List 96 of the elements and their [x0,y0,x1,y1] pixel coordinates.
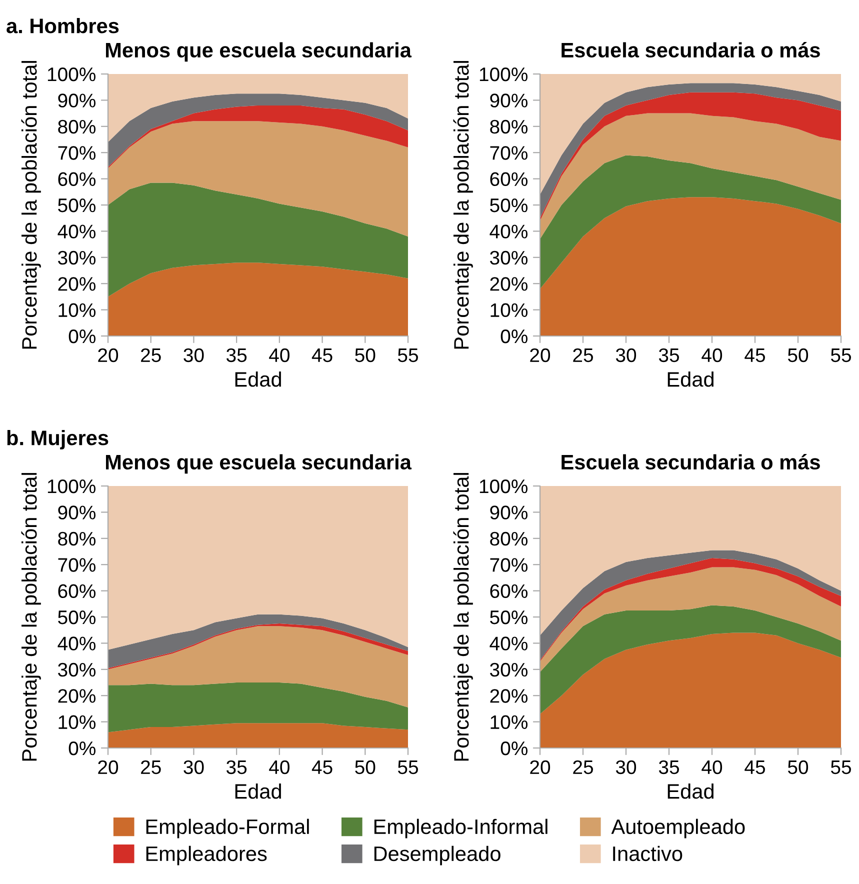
x-axis-title: Edad [235,783,281,799]
chart-title: Escuela secundaria o más [562,42,820,58]
y-tick-label: 60% [490,172,528,186]
x-tick-label: 55 [398,348,418,362]
y-tick-label: 0% [68,329,96,344]
x-tick-label: 30 [616,760,636,774]
y-tick-label: 90% [58,94,96,108]
x-tick-label: 55 [830,760,851,774]
y-tick-label: 80% [58,120,96,134]
x-tick-label: 30 [184,760,204,774]
x-tick-label: 50 [788,348,808,362]
y-tick-label: 0% [500,329,528,344]
y-tick-label: 50% [490,610,528,624]
x-tick-label: 45 [744,760,765,774]
text: a. Hombres [6,18,119,34]
y-tick-label: 0% [500,741,528,756]
y-tick-label: 90% [58,506,96,520]
y-tick-label: 100% [480,67,528,82]
y-tick-label: 30% [58,250,96,265]
y-tick-label: 10% [490,715,528,730]
x-tick-label: 35 [658,348,679,362]
y-tick-label: 50% [490,198,528,212]
x-tick-label: 55 [398,760,418,774]
legend-label: Empleado-Formal [146,818,309,838]
y-tick-label: 40% [490,224,528,238]
legend-label: Inactivo [613,846,682,862]
x-tick-label: 25 [141,348,161,362]
legend-label: Desempleado [374,846,500,866]
y-axis-title: Porcentaje de la población total [453,61,473,349]
y-tick-label: 50% [58,610,96,624]
x-tick-label: 50 [788,760,808,774]
y-tick-label: 40% [490,636,528,650]
x-tick-label: 40 [269,760,290,774]
x-tick-label: 20 [530,760,550,774]
x-tick-label: 40 [702,760,722,774]
y-tick-label: 70% [58,146,96,160]
y-tick-label: 60% [58,172,96,186]
x-tick-label: 50 [355,348,376,362]
x-tick-label: 45 [312,760,332,774]
y-tick-label: 60% [490,584,528,598]
y-tick-label: 0% [68,741,96,756]
y-tick-label: 90% [490,506,528,520]
x-tick-label: 25 [573,348,593,362]
y-tick-label: 50% [58,198,96,212]
y-tick-label: 70% [58,558,96,572]
legend-label: Empleadores [146,846,267,866]
y-tick-label: 90% [490,94,528,108]
x-tick-label: 40 [702,348,722,362]
y-tick-label: 20% [490,689,528,703]
y-tick-label: 100% [48,67,96,82]
chart-title: Menos que escuela secundaria [106,42,412,62]
x-tick-label: 40 [269,348,290,362]
x-tick-label: 25 [573,760,593,774]
y-tick-label: 100% [480,479,528,494]
chart-title: Menos que escuela secundaria [106,454,412,474]
y-tick-label: 60% [58,584,96,598]
y-tick-label: 20% [58,277,96,291]
y-axis-title: Porcentaje de la población total [453,473,473,761]
x-tick-label: 25 [141,760,161,774]
x-tick-label: 45 [312,348,332,362]
y-tick-label: 20% [58,689,96,703]
y-tick-label: 80% [490,532,528,546]
x-tick-label: 35 [658,760,679,774]
y-tick-label: 80% [490,120,528,134]
y-axis-title: Porcentaje de la población total [21,473,41,761]
x-axis-title: Edad [235,371,281,387]
text: b. Mujeres [7,430,108,450]
x-tick-label: 30 [184,348,204,362]
y-tick-label: 10% [490,303,528,318]
x-tick-label: 35 [226,348,247,362]
x-tick-label: 20 [98,348,118,362]
legend-label: Empleado-Informal [374,818,548,838]
y-tick-label: 10% [58,715,96,730]
x-tick-label: 50 [355,760,376,774]
y-axis-title: Porcentaje de la población total [21,61,41,349]
y-tick-label: 40% [58,224,96,238]
x-tick-label: 35 [226,760,247,774]
y-tick-label: 70% [490,558,528,572]
x-tick-label: 45 [744,348,765,362]
y-tick-label: 30% [490,662,528,677]
legend-label: Autoempleado [611,818,745,838]
y-tick-label: 80% [58,532,96,546]
y-tick-label: 20% [490,277,528,291]
x-tick-label: 20 [530,348,550,362]
y-tick-label: 10% [58,303,96,318]
y-tick-label: 30% [490,250,528,265]
x-tick-label: 20 [98,760,118,774]
y-tick-label: 100% [48,479,96,494]
x-tick-label: 55 [830,348,851,362]
y-tick-label: 40% [58,636,96,650]
chart-title: Escuela secundaria o más [562,454,820,470]
x-tick-label: 30 [616,348,636,362]
y-tick-label: 70% [490,146,528,160]
x-axis-title: Edad [668,783,714,799]
y-tick-label: 30% [58,662,96,677]
x-axis-title: Edad [668,371,714,387]
